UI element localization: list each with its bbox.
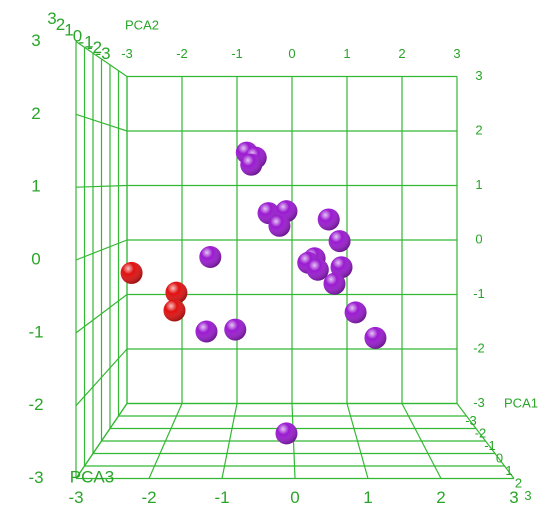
point-shade — [165, 281, 188, 304]
point — [240, 153, 263, 176]
point — [163, 299, 186, 322]
x-tick-label: 0 — [290, 488, 299, 507]
point — [328, 230, 351, 253]
point-shade — [306, 258, 329, 281]
y-tick-label: 3 — [475, 68, 482, 83]
y-tick-label: 3 — [31, 31, 40, 50]
z-tick-label: 0 — [496, 450, 503, 465]
x-tick-label: 3 — [509, 488, 518, 507]
point-shade — [328, 230, 351, 253]
point — [330, 256, 353, 279]
z-tick-label: 3 — [524, 488, 531, 503]
z-axis-title: PCA3 — [70, 467, 114, 486]
x-tick-label: -2 — [141, 488, 156, 507]
point-shade — [317, 208, 340, 231]
x-tick-label: -3 — [68, 488, 83, 507]
x-tick-label: -1 — [214, 488, 229, 507]
point — [120, 261, 143, 284]
point-shade — [195, 320, 218, 343]
point — [364, 326, 387, 349]
y-tick-label: 1 — [475, 177, 482, 192]
z-tick-label: -3 — [465, 413, 477, 428]
point-shade — [120, 261, 143, 284]
z-tick-label: 1 — [64, 21, 73, 40]
x-tick-label: 2 — [436, 488, 445, 507]
z-tick-label: -1 — [78, 32, 93, 51]
point — [199, 246, 222, 269]
point — [165, 281, 188, 304]
point — [268, 214, 291, 237]
z-tick-label: 0 — [73, 26, 82, 45]
z-tick-label: -1 — [484, 438, 496, 453]
x-tick-label: 3 — [453, 46, 460, 61]
point — [323, 272, 346, 295]
y-tick-label: -3 — [473, 395, 485, 410]
point — [344, 301, 367, 324]
point-shade — [330, 256, 353, 279]
z-tick-label: 2 — [56, 15, 65, 34]
y-tick-label: -3 — [28, 468, 43, 487]
x-tick-label: -1 — [231, 46, 243, 61]
point — [224, 318, 247, 341]
point-shade — [344, 301, 367, 324]
point-shade — [364, 326, 387, 349]
y-tick-label: -1 — [28, 322, 43, 341]
x-tick-label: 1 — [363, 488, 372, 507]
y-tick-label: 0 — [31, 249, 40, 268]
z-tick-label: -2 — [475, 425, 487, 440]
point-shade — [199, 246, 222, 269]
y-tick-label: -2 — [28, 395, 43, 414]
point-shade — [240, 153, 263, 176]
z-tick-label: 2 — [515, 475, 522, 490]
point-shade — [163, 299, 186, 322]
point — [317, 208, 340, 231]
z-tick-label: 3 — [47, 9, 56, 28]
z-tick-label: -3 — [95, 44, 110, 63]
y-tick-label: 1 — [31, 177, 40, 196]
point-shade — [275, 422, 298, 445]
y-tick-label: -2 — [473, 340, 485, 355]
z-tick-label: -2 — [87, 38, 102, 57]
point — [195, 320, 218, 343]
x-tick-label: 1 — [343, 46, 350, 61]
y-tick-label: -1 — [473, 286, 485, 301]
y-axis-title: PCA2 — [125, 17, 159, 32]
x-axis-title: PCA1 — [504, 395, 538, 410]
y-tick-label: 2 — [475, 122, 482, 137]
point-shade — [323, 272, 346, 295]
y-tick-label: 0 — [475, 231, 482, 246]
x-tick-label: 0 — [288, 46, 295, 61]
x-tick-label: -3 — [121, 46, 133, 61]
point-shade — [268, 214, 291, 237]
point — [306, 258, 329, 281]
point — [275, 422, 298, 445]
point-shade — [224, 318, 247, 341]
y-tick-label: 2 — [31, 104, 40, 123]
x-tick-label: 2 — [398, 46, 405, 61]
z-tick-label: 1 — [505, 463, 512, 478]
x-tick-label: -2 — [176, 46, 188, 61]
